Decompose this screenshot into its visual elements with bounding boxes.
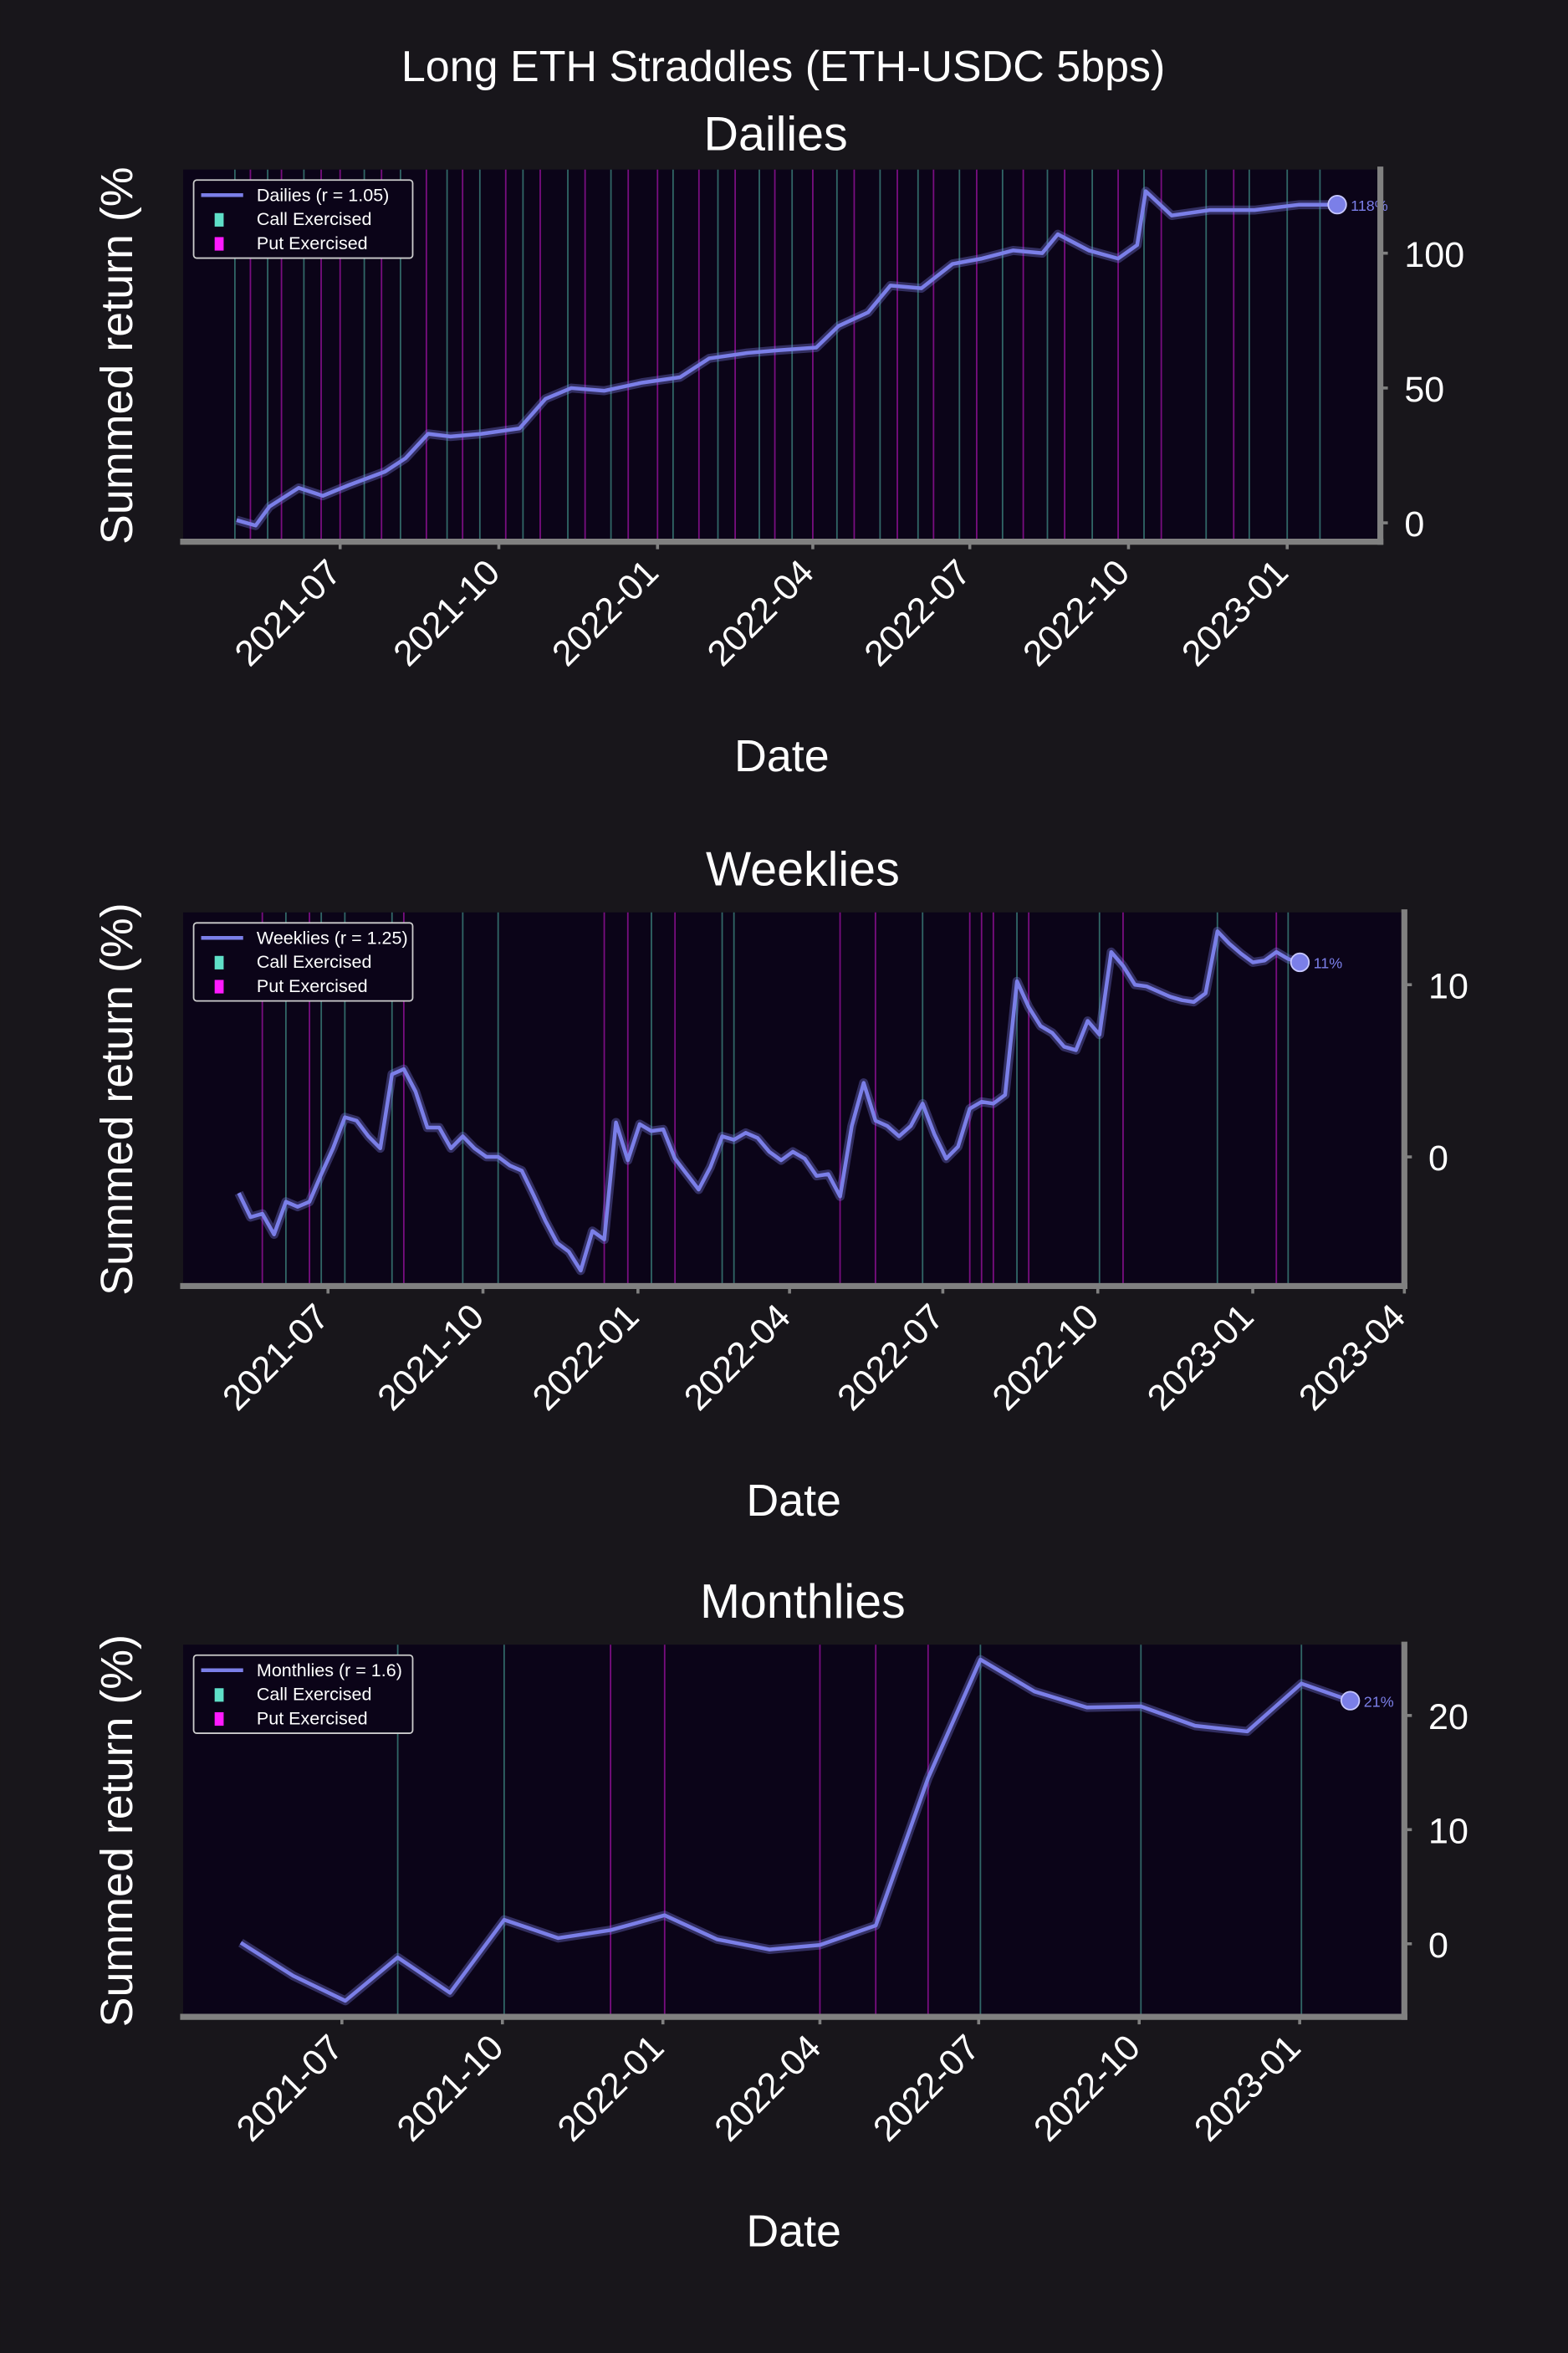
series-line: [239, 1657, 1351, 2003]
legend-swatch: [214, 980, 224, 994]
y-tick-label: 10: [1428, 1811, 1468, 1851]
series-line: [236, 189, 1338, 528]
end-marker: [1290, 952, 1310, 973]
y-tick-label: 10: [1428, 966, 1468, 1006]
y-axis-label: Summed return (%): [92, 903, 142, 1296]
legend-label: Put Exercised: [257, 976, 368, 996]
series-line: [237, 929, 1301, 1273]
legend-swatch: [214, 1711, 224, 1726]
chart-title: Dailies: [704, 107, 848, 161]
legend-label: Monthlies (r = 1.6): [257, 1660, 402, 1680]
y-axis-label: Summed return (%): [92, 1634, 142, 2027]
x-axis-label: Date: [746, 1476, 841, 1526]
legend-label: Call Exercised: [257, 209, 372, 229]
legend-label: Call Exercised: [257, 952, 372, 972]
chart-title: Weeklies: [706, 842, 900, 896]
legend-label: Put Exercised: [257, 1708, 368, 1728]
legend-swatch: [214, 237, 224, 251]
y-axis-label: Summed return (%: [92, 166, 142, 545]
x-axis-label: Date: [746, 2207, 841, 2257]
y-tick-label: 50: [1404, 370, 1444, 410]
legend-swatch: [214, 212, 224, 227]
y-tick-label: 0: [1428, 1138, 1448, 1179]
end-label: 21%: [1364, 1693, 1394, 1710]
figure-title: Long ETH Straddles (ETH-USDC 5bps): [401, 43, 1165, 91]
legend-box: [192, 1654, 414, 1734]
x-axis-label: Date: [734, 731, 830, 781]
end-label: 11%: [1314, 955, 1343, 972]
chart-title: Monthlies: [700, 1575, 906, 1629]
end-marker: [1327, 194, 1347, 215]
legend-swatch: [214, 1688, 224, 1702]
y-tick-label: 100: [1404, 235, 1464, 275]
y-tick-label: 0: [1404, 504, 1424, 545]
legend-label: Call Exercised: [257, 1685, 372, 1705]
legend-label: Dailies (r = 1.05): [257, 185, 389, 205]
legend-box: [192, 922, 414, 1002]
y-tick-label: 20: [1428, 1697, 1468, 1737]
y-tick-label: 0: [1428, 1926, 1448, 1966]
end-marker: [1340, 1691, 1361, 1711]
legend-label: Weeklies (r = 1.25): [257, 928, 408, 948]
legend-swatch: [214, 955, 224, 969]
legend-box: [192, 179, 414, 259]
legend-label: Put Exercised: [257, 233, 368, 253]
